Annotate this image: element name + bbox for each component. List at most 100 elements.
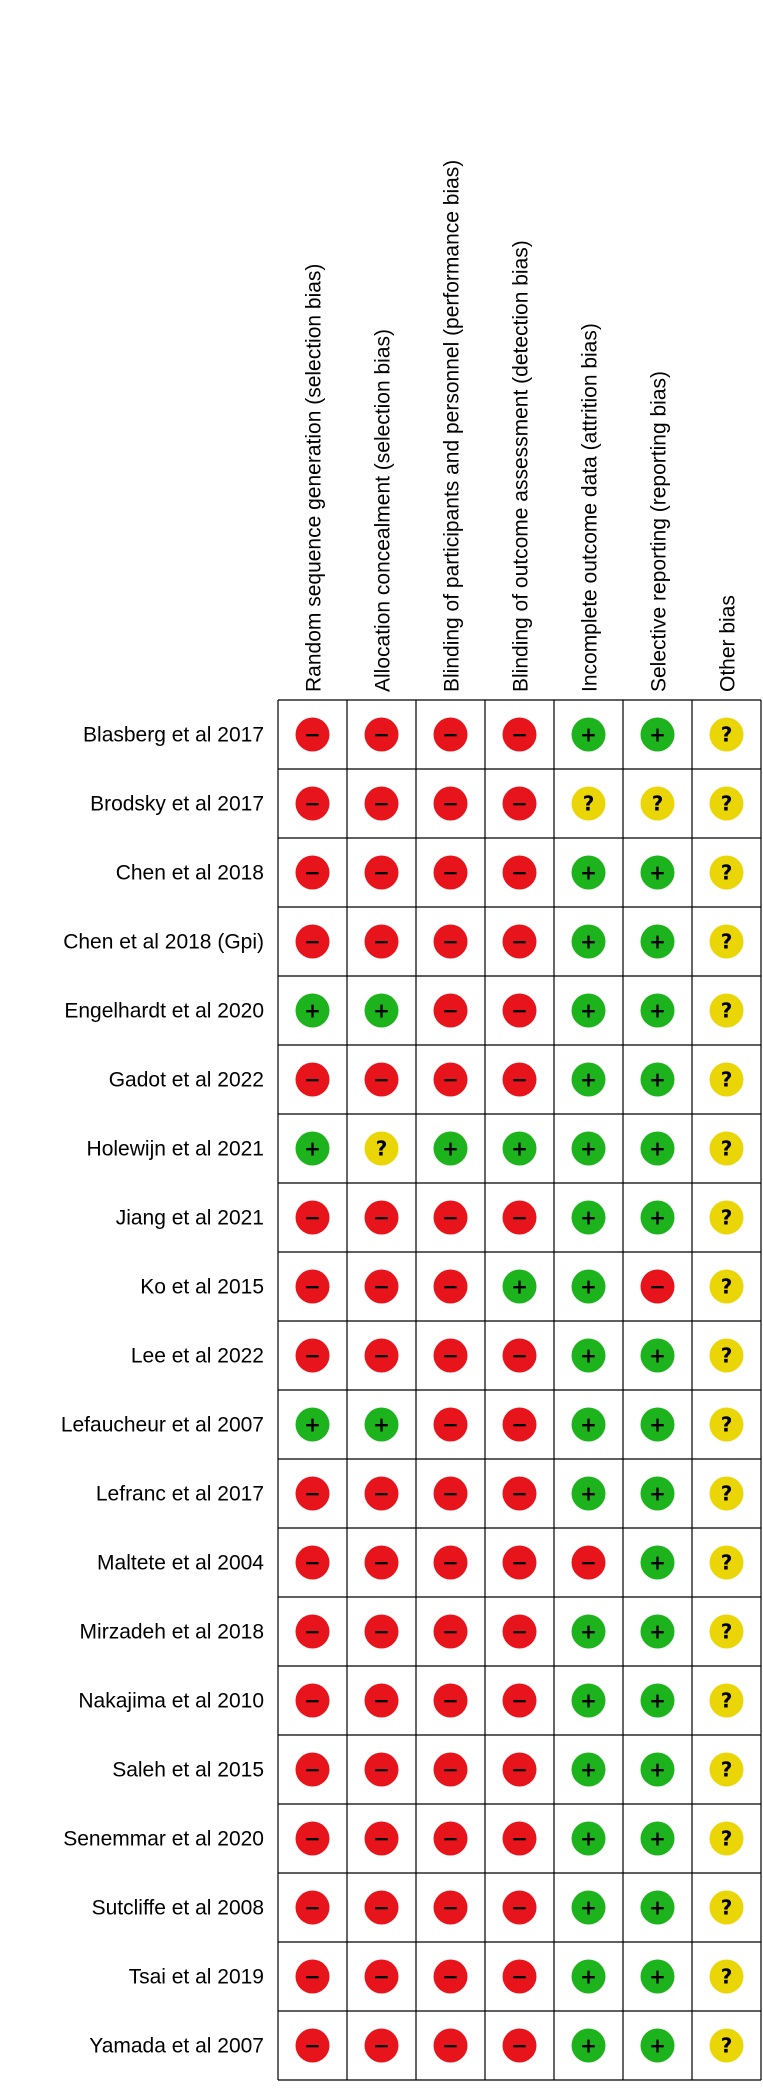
rating-marker: [433, 993, 468, 1028]
rating-marker: [433, 1269, 468, 1304]
rating-marker: [295, 1200, 330, 1235]
rating-marker: [571, 2028, 606, 2063]
rating-high: −: [295, 924, 330, 959]
rating-low: +: [640, 1545, 675, 1580]
rating-symbol: +: [580, 861, 597, 885]
column-header: Allocation concealment (selection bias): [372, 329, 395, 692]
rating-symbol: +: [580, 1413, 597, 1437]
rating-unclear: ?: [709, 1821, 744, 1856]
rating-unclear: ?: [640, 786, 675, 821]
rating-symbol: −: [304, 1896, 321, 1920]
rating-symbol: −: [373, 1620, 390, 1644]
rating-symbol: −: [442, 723, 459, 747]
rating-low: +: [571, 855, 606, 890]
rating-symbol: −: [373, 1689, 390, 1713]
rating-marker: [571, 1131, 606, 1166]
rating-symbol: −: [304, 1275, 321, 1299]
rating-marker: [571, 1269, 606, 1304]
rating-low: +: [640, 1131, 675, 1166]
rating-high: −: [502, 1683, 537, 1718]
rating-marker: [709, 1821, 744, 1856]
rating-high: −: [295, 1890, 330, 1925]
rating-symbol: ?: [721, 930, 733, 954]
rating-symbol: ?: [721, 1620, 733, 1644]
rating-symbol: +: [580, 1137, 597, 1161]
study-label: Lefaucheur et al 2007: [61, 1414, 264, 1437]
rating-low: +: [640, 1476, 675, 1511]
rating-marker: [640, 1614, 675, 1649]
rating-marker: [502, 993, 537, 1028]
rating-high: −: [364, 1752, 399, 1787]
rating-symbol: +: [580, 1827, 597, 1851]
rating-symbol: −: [511, 1965, 528, 1989]
rating-marker: [364, 1683, 399, 1718]
rating-symbol: +: [373, 999, 390, 1023]
rating-low: +: [640, 717, 675, 752]
rating-high: −: [640, 1269, 675, 1304]
rating-high: −: [502, 993, 537, 1028]
rating-high: −: [502, 855, 537, 890]
rating-symbol: ?: [721, 1275, 733, 1299]
rating-high: −: [364, 1959, 399, 1994]
rating-marker: [364, 1614, 399, 1649]
rating-high: −: [364, 1614, 399, 1649]
rating-marker: [295, 1683, 330, 1718]
rating-unclear: ?: [709, 993, 744, 1028]
rating-low: +: [640, 1338, 675, 1373]
rating-high: −: [433, 993, 468, 1028]
rating-unclear: ?: [709, 1683, 744, 1718]
rating-high: −: [364, 786, 399, 821]
rating-marker: [571, 1407, 606, 1442]
rating-marker: [502, 924, 537, 959]
rating-low: +: [640, 993, 675, 1028]
rating-marker: [571, 1683, 606, 1718]
rating-marker: [295, 924, 330, 959]
rating-symbol: ?: [583, 792, 595, 816]
rating-cells: − − − − + + ? − − − −?? ? − − − − + + ? − − − − + + ? + + − − + + ? − − − − +…: [295, 717, 744, 2063]
rating-unclear: ?: [709, 1959, 744, 1994]
rating-high: −: [502, 2028, 537, 2063]
rating-symbol: ?: [721, 1689, 733, 1713]
rating-marker: [433, 717, 468, 752]
rating-symbol: −: [649, 1275, 666, 1299]
rating-unclear: ?: [709, 1890, 744, 1925]
rating-marker: [640, 1338, 675, 1373]
column-header: Blinding of participants and personnel (…: [441, 160, 464, 692]
rating-high: −: [433, 1338, 468, 1373]
rating-symbol: ?: [652, 792, 664, 816]
rating-marker: [571, 1959, 606, 1994]
rating-symbol: +: [580, 1068, 597, 1092]
rating-unclear: ?: [709, 1545, 744, 1580]
study-label: Gadot et al 2022: [109, 1069, 264, 1092]
rating-marker: [295, 855, 330, 890]
rating-low: +: [571, 993, 606, 1028]
rating-high: −: [433, 1752, 468, 1787]
rating-unclear: ?: [709, 855, 744, 890]
rating-symbol: +: [649, 1068, 666, 1092]
rating-low: +: [571, 717, 606, 752]
rating-marker: [502, 1062, 537, 1097]
rating-marker: [571, 1614, 606, 1649]
rating-low: +: [640, 855, 675, 890]
grid-lines: [277, 699, 762, 2081]
rating-symbol: −: [304, 1551, 321, 1575]
rating-marker: [364, 717, 399, 752]
rating-marker: [571, 1821, 606, 1856]
rating-high: −: [364, 1683, 399, 1718]
rating-high: −: [364, 1545, 399, 1580]
rating-marker: [364, 855, 399, 890]
rating-symbol: +: [580, 1482, 597, 1506]
column-header: Selective reporting (reporting bias): [648, 371, 671, 692]
rating-high: −: [433, 717, 468, 752]
rating-high: −: [364, 1200, 399, 1235]
rating-marker: [364, 1959, 399, 1994]
rating-high: −: [295, 1683, 330, 1718]
row-labels: Blasberg et al 2017 Brodsky et al 2017 Che…: [61, 724, 264, 2058]
rating-low: +: [571, 1683, 606, 1718]
rating-marker: [502, 786, 537, 821]
rating-marker: [295, 1062, 330, 1097]
rating-marker: [364, 786, 399, 821]
rating-marker: [433, 1407, 468, 1442]
rating-low: +: [571, 1407, 606, 1442]
